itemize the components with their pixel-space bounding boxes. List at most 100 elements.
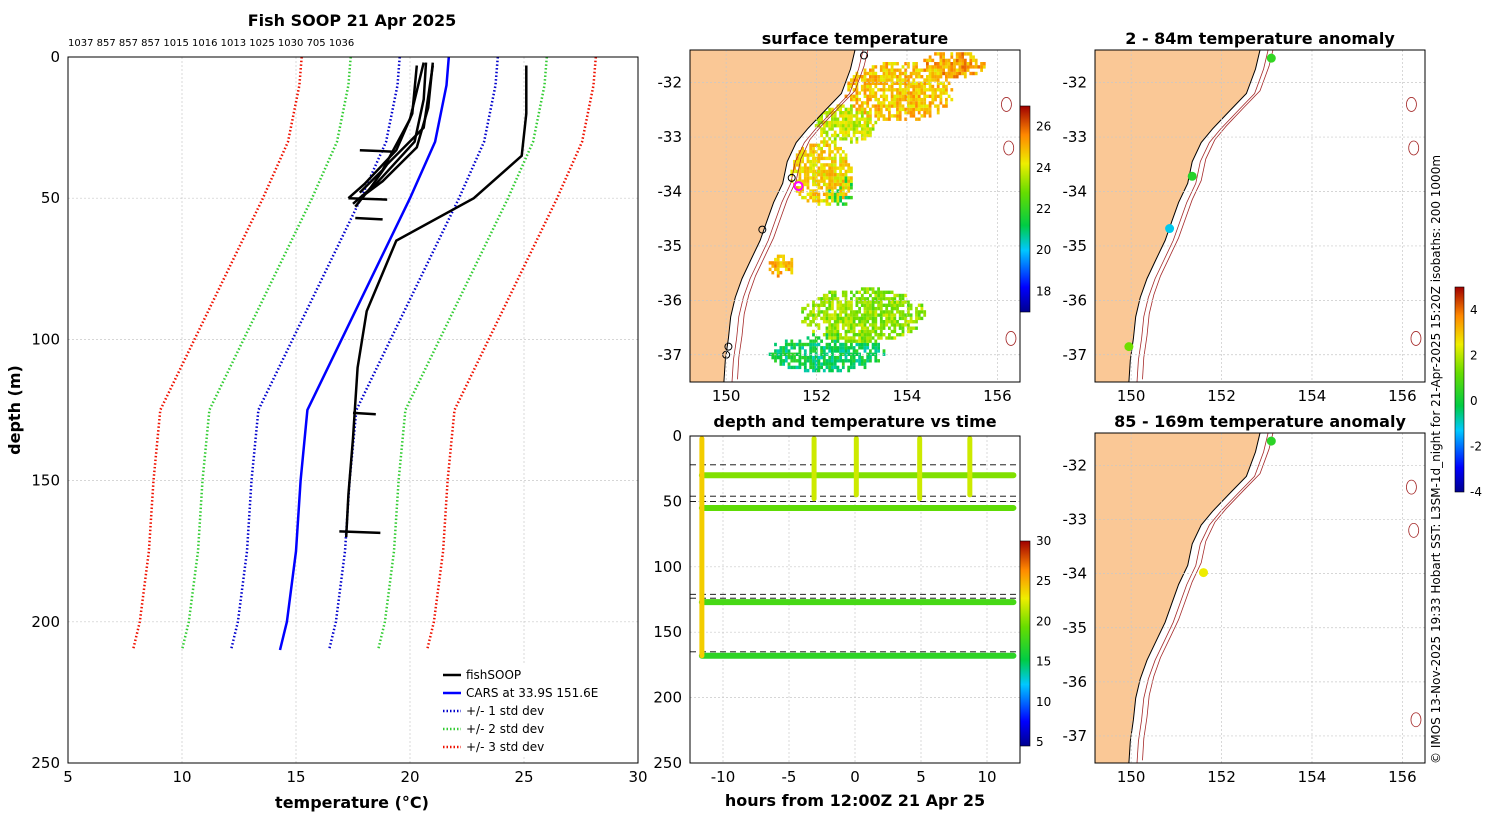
- sst-pixel: [896, 104, 899, 108]
- sst-pixel: [828, 192, 832, 196]
- sst-pixel: [950, 55, 954, 59]
- sst-pixel: [836, 179, 840, 183]
- sst-pixel: [885, 320, 889, 324]
- sst-pixel: [833, 153, 837, 157]
- sst-pixel: [969, 52, 973, 56]
- sst-pixel: [888, 75, 891, 79]
- anomaly-deep-ytick: -32: [1063, 456, 1088, 474]
- sst-pixel: [828, 342, 832, 347]
- sst-pixel: [841, 186, 845, 190]
- sst-pixel: [890, 97, 894, 102]
- sst-pixel: [877, 293, 880, 298]
- sst-pixel: [871, 352, 875, 356]
- sst-pixel: [909, 114, 913, 118]
- sst-pixel: [847, 339, 851, 343]
- sst-pixel: [847, 300, 851, 304]
- sst-pixel: [825, 293, 829, 298]
- sst-pixel: [836, 195, 840, 200]
- sst-pixel: [817, 199, 821, 203]
- anomaly-shallow-ticks: 150 152 154 156-32-33-34-35-36-37: [1063, 74, 1417, 405]
- sst-pixel: [915, 68, 918, 72]
- sst-pixel: [806, 173, 810, 177]
- sst-pixel: [858, 336, 861, 340]
- sst-pixel: [931, 78, 935, 82]
- profile-ytick: 50: [41, 189, 60, 207]
- sst-pixel: [898, 104, 902, 108]
- profile-ytick: 150: [31, 472, 60, 490]
- sst-pixel: [877, 336, 880, 340]
- sst-pixel: [779, 261, 783, 265]
- sst-pixel: [945, 71, 948, 76]
- sst-pixel: [833, 173, 837, 177]
- sst-pixel: [882, 349, 886, 353]
- sst-pixel: [920, 303, 924, 307]
- sst-pixel: [915, 117, 918, 121]
- sst-pixel: [860, 84, 864, 89]
- sst-pixel: [812, 159, 815, 164]
- sst-pixel: [787, 267, 791, 272]
- sst-pixel: [817, 173, 821, 177]
- sst-pixel: [839, 114, 842, 118]
- sst-pixel: [806, 156, 810, 161]
- sst-pixel: [879, 88, 883, 92]
- sst-pixel: [831, 368, 834, 373]
- sst-pixel: [888, 111, 891, 115]
- sst-pixel: [950, 97, 954, 102]
- sst-pixel: [928, 107, 932, 112]
- depth-time-colorbar-tick: 20: [1036, 614, 1051, 628]
- sst-pixel: [812, 176, 815, 180]
- sst-pixel: [817, 192, 821, 196]
- sst-pixel: [866, 297, 870, 301]
- sst-pixel: [844, 300, 848, 304]
- sst-pixel: [790, 359, 794, 363]
- sst-pixel: [877, 342, 880, 347]
- sst-pixel: [942, 71, 945, 76]
- sst-pixel: [907, 65, 910, 69]
- sst-pixel: [850, 127, 853, 131]
- sst-pixel: [779, 346, 783, 350]
- sst-pixel: [814, 355, 818, 360]
- sst-pixel: [961, 55, 964, 59]
- sst-pixel: [793, 342, 796, 347]
- sst-pixel: [803, 359, 807, 363]
- sst-pixel: [931, 88, 935, 92]
- sst-pixel: [871, 290, 875, 294]
- sst-pixel: [839, 192, 842, 196]
- sst-pixel: [812, 303, 815, 307]
- sst-pixel: [855, 339, 859, 343]
- sst-pixel: [869, 68, 872, 72]
- sst-pixel: [863, 133, 867, 138]
- sst-pixel: [858, 117, 861, 121]
- sst-pixel: [836, 359, 840, 363]
- sst-pixel: [825, 352, 829, 356]
- anomaly-deep-ytick: -35: [1063, 619, 1088, 637]
- profile-xtick: 20: [400, 768, 419, 786]
- sst-pixel: [920, 81, 924, 85]
- sst-pixel: [912, 326, 916, 330]
- sst-pixel: [893, 336, 897, 340]
- sst-pixel: [915, 75, 918, 79]
- sst-pixel: [923, 111, 927, 115]
- sst-pixel: [863, 68, 867, 72]
- fishsoop-cast-5: [354, 65, 435, 208]
- sst-pixel: [833, 195, 837, 200]
- sst-pixel: [817, 368, 821, 373]
- sst-pixel: [850, 111, 853, 115]
- sst-pixel: [844, 339, 848, 343]
- sst-pixel: [836, 202, 840, 206]
- sst-pixel: [955, 52, 959, 56]
- sst-pixel: [806, 169, 810, 174]
- sst-pixel: [825, 313, 829, 317]
- sst-pixel: [917, 75, 921, 79]
- profile-panel: Fish SOOP 21 Apr 2025 1037 857 857 857 1…: [5, 11, 648, 812]
- sst-pixel: [858, 130, 861, 134]
- sst-pixel: [931, 68, 935, 72]
- sst-pixel: [963, 58, 967, 63]
- sst-pixel: [809, 349, 813, 353]
- anomaly-colorbar-tick: 4: [1470, 303, 1478, 317]
- sst-pixel: [822, 297, 826, 301]
- sst-pixel: [934, 75, 937, 79]
- sst-pixel: [885, 88, 889, 92]
- sst-pixel: [782, 359, 785, 363]
- sst-pixel: [850, 306, 853, 311]
